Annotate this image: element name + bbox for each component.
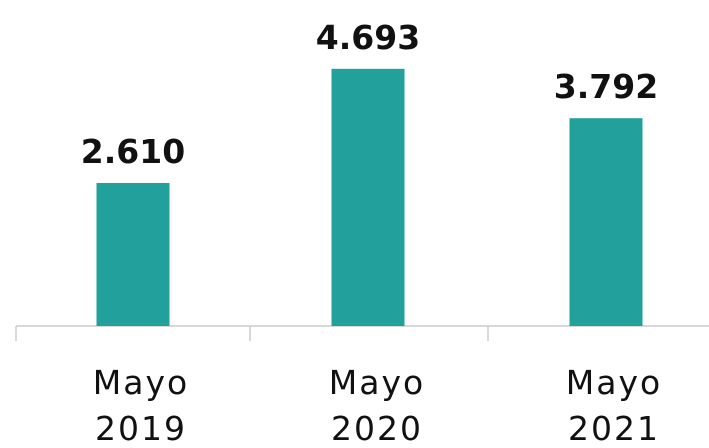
bar xyxy=(569,118,643,327)
x-tick-label: Mayo 2021 xyxy=(565,363,663,448)
value-label: 4.693 xyxy=(316,18,420,57)
bar xyxy=(331,68,405,326)
value-label: 3.792 xyxy=(554,67,658,106)
bar xyxy=(96,182,170,326)
x-tick-label: Mayo 2019 xyxy=(92,363,190,448)
x-tick-label: Mayo 2020 xyxy=(328,363,426,448)
value-label: 2.610 xyxy=(81,132,185,171)
